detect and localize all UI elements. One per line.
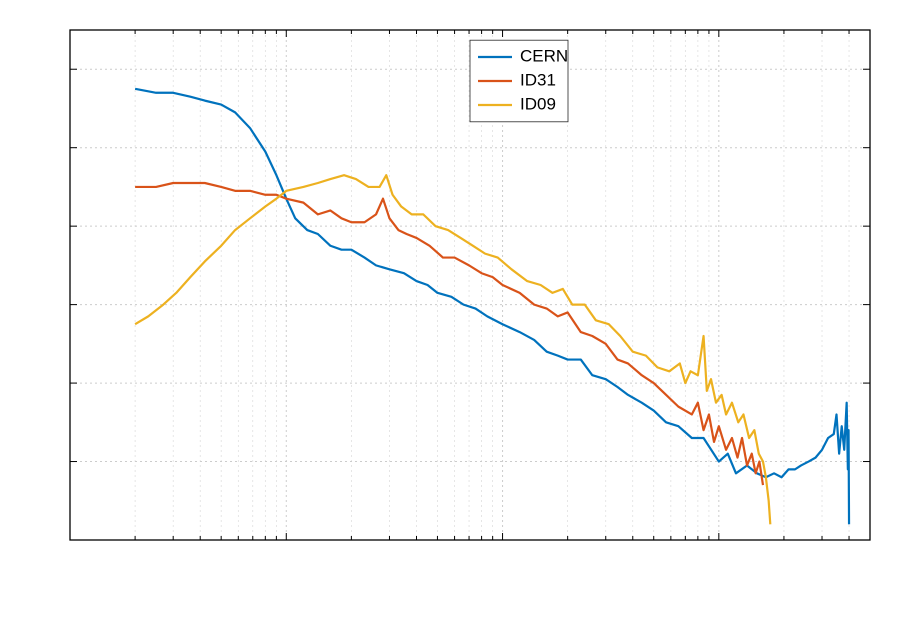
chart-svg: CERN ID31 ID09 — [0, 0, 903, 625]
chart-container: CERN ID31 ID09 — [0, 0, 903, 625]
legend: CERN ID31 ID09 — [470, 40, 568, 122]
legend-label: CERN — [520, 46, 568, 65]
legend-label: ID31 — [520, 70, 556, 89]
legend-label: ID09 — [520, 94, 556, 113]
